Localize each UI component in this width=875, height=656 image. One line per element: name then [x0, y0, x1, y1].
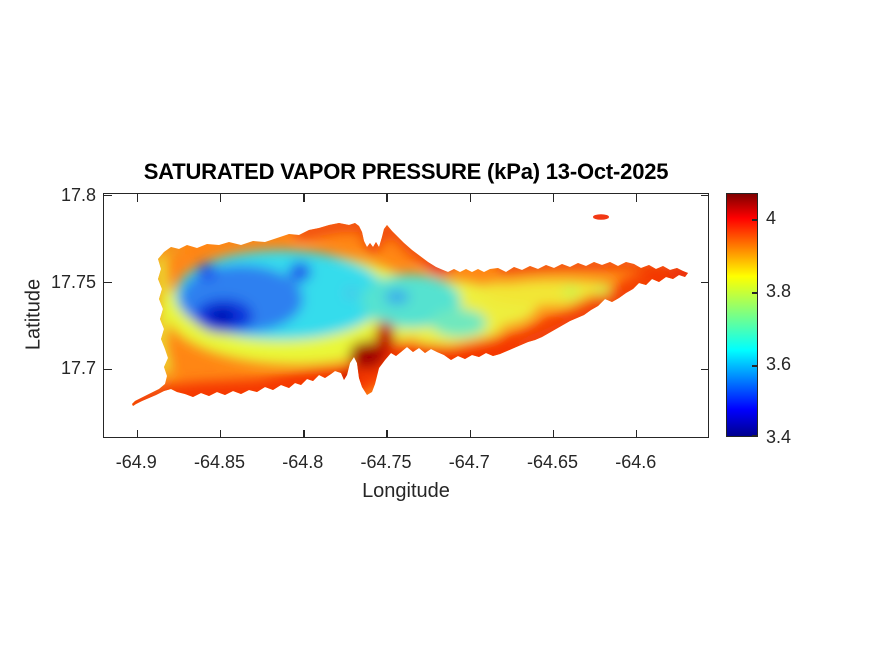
island-heatmap — [132, 223, 688, 406]
colorbar-tick-label: 3.6 — [766, 354, 792, 375]
x-tick-bottom — [136, 429, 139, 438]
x-tick-top — [303, 194, 305, 202]
y-tick-left — [104, 194, 112, 197]
x-tick-bottom — [552, 429, 555, 438]
plot-title: SATURATED VAPOR PRESSURE (kPa) 13-Oct-20… — [143, 159, 669, 184]
y-tick-left — [104, 281, 112, 284]
x-tick-bottom — [303, 429, 305, 438]
x-tick-top — [635, 194, 638, 202]
y-tick-right — [700, 368, 709, 371]
colorbar-tick — [752, 219, 757, 221]
x-tick-label: -64.9 — [115, 452, 157, 472]
colorbar-tick — [752, 292, 757, 294]
colorbar-tick-label: 3.8 — [766, 281, 792, 302]
heatmap-svg — [132, 214, 688, 406]
colorbar-tick — [752, 435, 757, 437]
y-tick-label: 17.75 — [50, 271, 96, 292]
x-tick-label: -64.6 — [615, 452, 657, 472]
colorbar-tick — [752, 365, 757, 367]
x-axis-label: Longitude — [362, 480, 450, 502]
x-tick-top — [386, 194, 388, 202]
colorbar-tick-label: 4 — [766, 208, 777, 229]
plot-area — [103, 193, 709, 438]
x-tick-label: -64.8 — [282, 452, 324, 472]
x-tick-top — [219, 194, 222, 202]
y-tick-label: 17.8 — [60, 184, 96, 205]
offshore-islet — [593, 214, 609, 220]
y-tick-left — [104, 368, 112, 371]
x-tick-label: -64.65 — [526, 452, 579, 472]
colorbar-tick-label: 3.4 — [766, 427, 792, 447]
x-tick-top — [136, 194, 139, 202]
x-tick-bottom — [386, 429, 388, 438]
y-tick-label: 17.7 — [60, 358, 96, 379]
x-tick-label: -64.7 — [448, 452, 490, 472]
y-tick-right — [700, 194, 709, 197]
x-tick-bottom — [219, 429, 222, 438]
x-tick-label: -64.85 — [194, 452, 246, 472]
x-tick-top — [469, 194, 471, 202]
x-tick-bottom — [635, 429, 638, 438]
x-tick-bottom — [469, 429, 471, 438]
x-tick-top — [552, 194, 555, 202]
x-tick-label: -64.75 — [360, 452, 412, 472]
y-tick-right — [700, 281, 709, 284]
colorbar — [726, 193, 758, 437]
